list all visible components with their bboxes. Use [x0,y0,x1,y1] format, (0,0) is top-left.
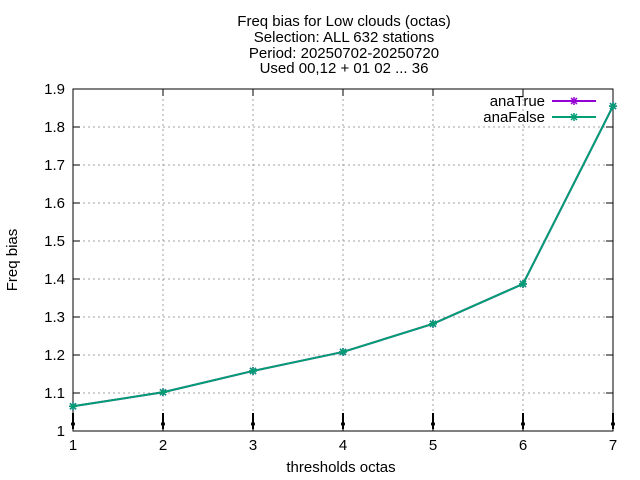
error-bar-point [611,422,615,426]
legend-item-anaFalse: anaFalse [483,109,596,126]
title-line-1: Freq bias for Low clouds (octas) [237,13,450,30]
chart-title: Freq bias for Low clouds (octas) Selecti… [237,13,450,77]
error-bar-point [521,422,525,426]
y-tick-label: 1.5 [44,233,65,250]
y-tick-label: 1 [57,423,65,440]
y-tick-label: 1.6 [44,195,65,212]
x-tick-label: 3 [249,437,257,454]
data-point [69,402,77,411]
x-tick-label: 1 [69,437,77,454]
y-tick-label: 1.8 [44,119,65,136]
x-tick-label: 7 [609,437,617,454]
y-tick-label: 1.1 [44,385,65,402]
data-point [519,279,527,288]
error-bar-point [251,422,255,426]
x-tick-label: 2 [159,437,167,454]
series-line [72,105,614,408]
y-axis-label: Freq bias [4,229,21,292]
series-line [72,105,614,408]
data-point [570,113,578,121]
y-tick-label: 1.7 [44,157,65,174]
y-tick-label: 1.3 [44,309,65,326]
legend-label: anaFalse [483,109,545,126]
y-tick-label: 1.4 [44,271,65,288]
legend-label: anaTrue [490,93,545,110]
y-tick-label: 1.2 [44,347,65,364]
error-bar-point [161,422,165,426]
series-anaFalse [69,102,617,411]
axes: 1 1.1 1.2 1.3 1.4 1.5 1.6 1.7 1.8 1.9 1 2 3 4 5 6 7 [44,81,617,454]
x-tick-label: 5 [429,437,437,454]
title-line-4: Used 00,12 + 01 02 ... 36 [260,60,429,77]
x-tick-label: 4 [339,437,347,454]
legend-item-anaTrue: anaTrue [490,93,596,110]
series-layer [69,102,617,411]
title-line-3: Period: 20250702-20250720 [249,45,439,62]
data-point [429,319,437,328]
data-point [159,388,167,397]
error-bar-point [431,422,435,426]
error-bar-point [71,422,75,426]
y-tick-label: 1.9 [44,81,65,98]
data-point [339,347,347,356]
title-line-2: Selection: ALL 632 stations [254,29,434,46]
data-point [570,97,578,105]
x-tick-label: 6 [519,437,527,454]
x-axis-label: thresholds octas [286,459,395,476]
grid [73,89,613,431]
error-bar-point [341,422,345,426]
data-point [609,102,617,111]
data-point [249,366,257,375]
